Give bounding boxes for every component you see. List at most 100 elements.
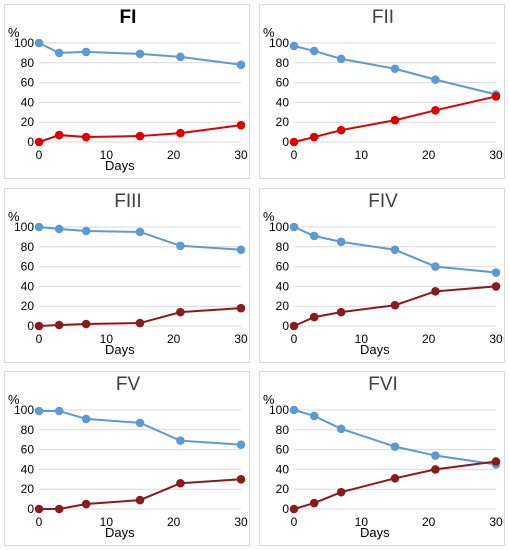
- y-tick-label: 60: [276, 260, 290, 274]
- x-tick-label: 10: [355, 515, 369, 529]
- y-tick-label: 20: [276, 482, 290, 496]
- y-tick-label: 60: [276, 443, 290, 457]
- data-point: [491, 92, 501, 101]
- data-point: [34, 406, 44, 416]
- x-tick-label: 20: [422, 515, 436, 529]
- y-axis-unit: %: [263, 25, 275, 40]
- y-tick-label: 40: [276, 279, 290, 293]
- y-tick-label: 40: [21, 95, 35, 109]
- chart-title: FIII: [114, 191, 142, 212]
- data-point: [236, 303, 246, 313]
- series-line: [293, 409, 497, 466]
- data-point: [390, 64, 400, 74]
- data-point: [54, 224, 64, 234]
- chart-panel-fv: FV % 0 20 40 60 80 100 0 10 20 30 Days: [4, 371, 250, 546]
- y-tick-label: 20: [276, 115, 290, 129]
- data-point: [309, 312, 319, 322]
- x-tick-label: 0: [36, 515, 43, 529]
- data-point: [390, 245, 400, 255]
- data-point: [309, 132, 319, 142]
- data-point: [135, 418, 145, 428]
- x-axis-label: Days: [360, 342, 390, 357]
- data-point: [34, 504, 44, 514]
- data-point: [431, 287, 440, 296]
- data-point: [54, 130, 64, 140]
- y-tick-label: 40: [276, 95, 290, 109]
- data-point: [491, 268, 501, 277]
- y-tick-label: 80: [21, 56, 35, 70]
- y-tick-label: 60: [276, 76, 290, 90]
- data-point: [431, 75, 440, 84]
- data-point: [491, 282, 501, 291]
- y-tick-label: 80: [276, 56, 290, 70]
- data-point: [289, 222, 299, 232]
- data-point: [289, 504, 299, 514]
- data-point: [236, 440, 246, 449]
- data-point: [54, 406, 64, 416]
- data-point: [336, 54, 346, 64]
- y-axis-unit: %: [8, 209, 20, 224]
- data-point: [176, 241, 185, 251]
- y-tick-label: 20: [21, 482, 35, 496]
- data-point: [34, 137, 44, 147]
- chart-plot: 0 20 40 60 80 100 0 10 20 30: [14, 220, 248, 346]
- data-point: [390, 442, 400, 451]
- data-point: [431, 106, 440, 115]
- y-tick-label: 100: [269, 220, 289, 234]
- data-point: [135, 131, 145, 141]
- x-tick-label: 0: [36, 332, 43, 346]
- x-tick-label: 20: [167, 332, 181, 346]
- data-point: [491, 457, 501, 466]
- x-axis-label: Days: [105, 158, 135, 173]
- series-line: [39, 409, 242, 446]
- chart-title: FVI: [368, 374, 398, 395]
- x-tick-label: 30: [234, 332, 248, 346]
- y-tick-label: 0: [27, 319, 34, 333]
- x-axis-label: Days: [105, 525, 135, 540]
- data-point: [309, 411, 319, 421]
- data-point: [81, 414, 91, 424]
- chart-title: FI: [119, 7, 137, 28]
- y-tick-label: 20: [21, 115, 35, 129]
- chart-plot: 0 20 40 60 80 100 0 10 20 30: [269, 220, 503, 346]
- x-tick-label: 20: [167, 148, 181, 162]
- data-point: [336, 125, 346, 135]
- data-point: [135, 318, 145, 328]
- y-tick-label: 100: [269, 403, 289, 417]
- y-tick-label: 0: [27, 502, 34, 516]
- y-tick-label: 20: [21, 299, 35, 313]
- chart-panel-fvi: FVI % 0 20 40 60 80 100 0 10 20 30 Days: [259, 371, 505, 546]
- data-point: [336, 237, 346, 247]
- data-point: [309, 498, 319, 508]
- data-point: [176, 436, 185, 445]
- chart-panel-fiv: FIV % 0 20 40 60 80 100 0 10 20 30 Days: [259, 188, 505, 363]
- data-point: [34, 222, 44, 232]
- chart-panel-fi: FI % 0 20 40 60 80 100 0 10 20 30 Days: [4, 4, 250, 179]
- x-axis-label: Days: [105, 342, 135, 357]
- data-point: [390, 115, 400, 125]
- x-tick-label: 0: [291, 332, 298, 346]
- data-point: [81, 226, 91, 236]
- data-point: [431, 465, 440, 474]
- x-tick-label: 20: [167, 515, 181, 529]
- data-point: [176, 307, 185, 317]
- x-tick-label: 20: [422, 148, 436, 162]
- x-axis-label: Days: [360, 525, 390, 540]
- x-tick-label: 30: [489, 332, 503, 346]
- chart-plot: 0 20 40 60 80 100 0 10 20 30: [14, 403, 248, 529]
- x-tick-label: 10: [355, 148, 369, 162]
- y-axis-unit: %: [8, 392, 20, 407]
- data-point: [289, 405, 299, 415]
- data-point: [54, 504, 64, 514]
- data-point: [81, 319, 91, 329]
- y-tick-label: 80: [21, 423, 35, 437]
- data-point: [135, 49, 145, 59]
- series-line: [293, 460, 497, 510]
- chart-title: FIV: [368, 191, 398, 212]
- y-tick-label: 20: [276, 299, 290, 313]
- x-tick-label: 10: [100, 332, 114, 346]
- y-tick-label: 60: [21, 443, 35, 457]
- data-point: [135, 495, 145, 505]
- chart-title: FII: [371, 7, 395, 28]
- y-tick-label: 0: [282, 319, 289, 333]
